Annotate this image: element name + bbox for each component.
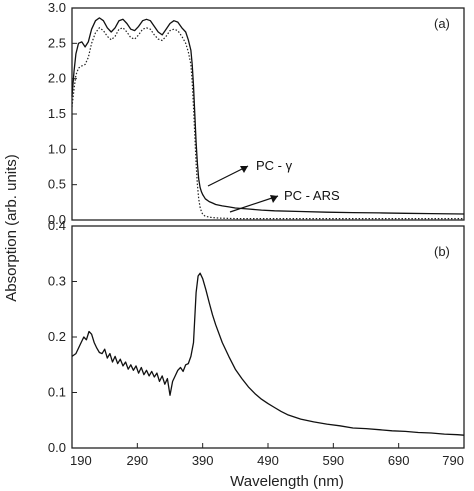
x-axis-title: Wavelength (nm)	[230, 473, 344, 490]
panel-a-y-tick-label: 2.5	[48, 35, 66, 50]
x-tick-label: 190	[70, 453, 92, 468]
panel-b-y-tick-label: 0.3	[48, 274, 66, 289]
panel-b-frame	[71, 225, 465, 449]
x-tick-label: 290	[126, 453, 148, 468]
x-tick-label: 390	[192, 453, 214, 468]
series-line-pc-ars	[71, 27, 464, 220]
panel-b-y-tick-label: 0.0	[48, 440, 66, 455]
panel-a-series	[71, 17, 465, 220]
panel-b: 0.0 0.1 0.2 0.3 0.4 190 290 390 490 590 690 790 (b…	[48, 218, 465, 468]
panel-a-y-tick-label: 2.0	[48, 71, 66, 86]
annotation-pc-ars-text: PC - ARS	[284, 188, 340, 203]
panel-a-y-ticks: 0.0 0.5 1.0 1.5 2.0 2.5 3.0	[48, 0, 77, 227]
annotation-pc-gamma-arrow	[207, 165, 249, 187]
annotation-pc-ars-arrowhead	[270, 195, 278, 203]
x-tick-label: 590	[322, 453, 344, 468]
series-line-panel-b-0	[71, 272, 465, 436]
panel-b-y-tick-label: 0.2	[48, 329, 66, 344]
x-tick-label: 490	[257, 453, 279, 468]
y-axis-title: Absorption (arb. units)	[3, 154, 20, 302]
x-tick-label: 690	[388, 453, 410, 468]
panel-b-y-tick-label: 0.1	[48, 385, 66, 400]
panel-b-label: (b)	[434, 244, 450, 259]
panel-a-label: (a)	[434, 16, 450, 31]
panel-a-y-tick-label: 1.5	[48, 106, 66, 121]
panel-a-y-tick-label: 3.0	[48, 0, 66, 15]
series-line-pc-	[71, 17, 465, 215]
x-tick-label: 790	[442, 453, 464, 468]
annotation-pc-ars: PC - ARS	[229, 188, 340, 213]
panel-a-y-tick-label: 1.0	[48, 141, 66, 156]
panel-a-y-tick-label: 0.5	[48, 177, 66, 192]
panel-a-y-tick-label: 0.0	[48, 212, 66, 227]
panel-a-frame	[71, 7, 465, 221]
panel-b-series	[71, 272, 465, 436]
panel-b-y-tick-label: 0.4	[48, 218, 66, 233]
annotation-pc-gamma-arrowhead	[240, 166, 248, 173]
annotation-pc-gamma: PC - γ	[207, 158, 293, 187]
annotation-pc-gamma-text: PC - γ	[256, 158, 293, 173]
panel-b-x-ticks: 190 290 390 490 590 690 790	[70, 443, 465, 468]
panel-b-y-ticks: 0.0 0.1 0.2 0.3 0.4	[48, 218, 77, 455]
annotation-pc-ars-arrow	[229, 195, 279, 213]
panel-a: 0.0 0.5 1.0 1.5 2.0 2.5 3.0 (a) PC - γ PC - AR…	[48, 0, 465, 227]
